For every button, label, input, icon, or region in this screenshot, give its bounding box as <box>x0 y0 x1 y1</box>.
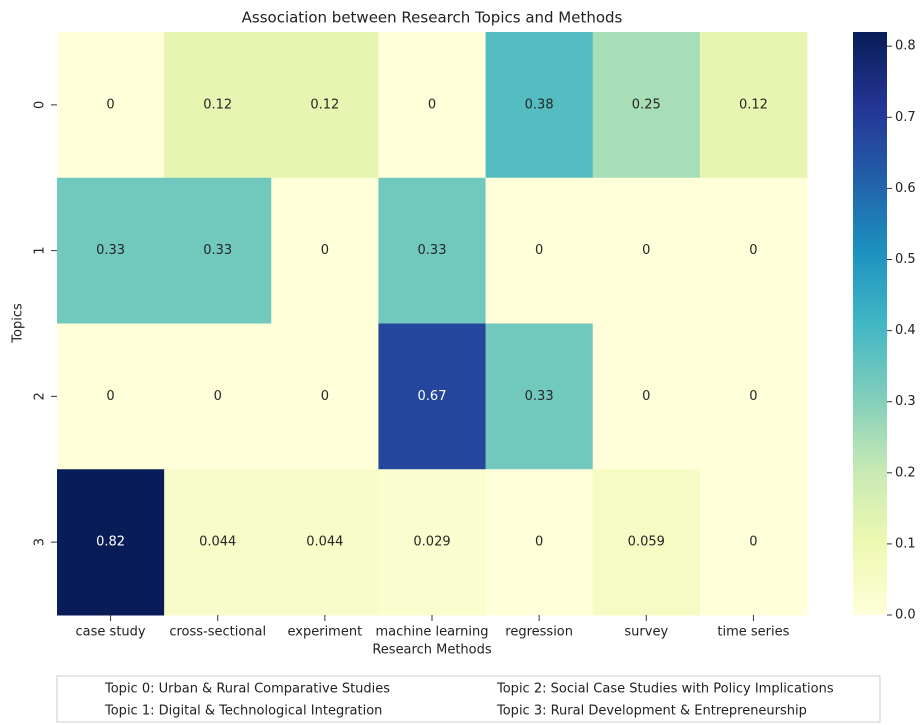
legend-box <box>56 675 881 723</box>
heatmap-cell <box>164 32 272 179</box>
cell-label: 0 <box>749 243 757 258</box>
colorbar-tick-label: 0.6 <box>895 181 916 196</box>
cell-label: 0.33 <box>525 389 554 404</box>
cell-label: 0 <box>214 389 222 404</box>
x-tick-label: time series <box>717 625 789 640</box>
cell-label: 0 <box>428 97 436 112</box>
colorbar-tick-label: 0.7 <box>895 110 916 125</box>
cell-label: 0 <box>535 535 543 550</box>
cell-label: 0.25 <box>632 97 661 112</box>
heatmap-cell <box>164 323 272 470</box>
legend-text: Topic 2: Social Case Studies with Policy… <box>496 682 834 697</box>
heatmap-cell <box>271 469 379 616</box>
heatmap-cell <box>485 32 594 179</box>
colorbar-tick-label: 0.4 <box>895 323 916 338</box>
legend-text: Topic 3: Rural Development & Entrepreneu… <box>496 704 807 719</box>
cell-label: 0.12 <box>739 97 768 112</box>
cell-label: 0 <box>321 389 329 404</box>
x-axis-label: Research Methods <box>372 643 492 658</box>
heatmap-cell <box>485 323 594 470</box>
x-tick-label: regression <box>505 625 573 640</box>
cell-label: 0.12 <box>310 97 339 112</box>
heatmap-cell <box>378 32 487 179</box>
x-tick-label: cross-sectional <box>169 625 266 640</box>
heatmap-cell <box>57 323 165 470</box>
legend-text: Topic 0: Urban & Rural Comparative Studi… <box>104 682 390 697</box>
colorbar-tick-label: 0.5 <box>895 252 916 267</box>
heatmap-cell <box>271 32 379 179</box>
heatmap-cell <box>271 177 379 324</box>
cell-label: 0.044 <box>306 535 343 550</box>
x-tick-label: machine learning <box>375 625 488 640</box>
heatmap-cell <box>592 177 701 324</box>
heatmap-cell <box>271 323 379 470</box>
heatmap-cell <box>592 323 701 470</box>
cell-label: 0.33 <box>96 243 125 258</box>
x-tick-label: case study <box>76 625 146 640</box>
heatmap-cell <box>57 177 165 324</box>
heatmap-cell <box>699 323 808 470</box>
cell-label: 0.059 <box>628 535 665 550</box>
cell-label: 0 <box>106 389 114 404</box>
heatmap-cell <box>699 32 808 179</box>
cell-label: 0 <box>749 389 757 404</box>
heatmap-cell <box>592 32 701 179</box>
x-tick-label: experiment <box>288 625 363 640</box>
heatmap-cell <box>164 469 272 616</box>
colorbar <box>853 32 887 615</box>
cell-label: 0.33 <box>418 243 447 258</box>
cell-label: 0 <box>535 243 543 258</box>
legend-text: Topic 1: Digital & Technological Integra… <box>104 704 382 719</box>
heatmap-cell <box>592 469 701 616</box>
y-tick-label: 0 <box>33 101 48 109</box>
y-tick-label: 3 <box>33 538 48 546</box>
cell-label: 0.67 <box>418 389 447 404</box>
cell-label: 0 <box>749 535 757 550</box>
y-tick-label: 2 <box>33 392 48 400</box>
heatmap-cell <box>485 177 594 324</box>
heatmap-cell <box>699 469 808 616</box>
cell-label: 0.12 <box>203 97 232 112</box>
cell-label: 0.029 <box>413 535 450 550</box>
colorbar-tick-label: 0.1 <box>895 536 916 551</box>
cell-label: 0 <box>642 243 650 258</box>
cell-label: 0.33 <box>203 243 232 258</box>
cell-label: 0 <box>106 97 114 112</box>
cell-label: 0 <box>642 389 650 404</box>
cell-label: 0.38 <box>525 97 554 112</box>
y-axis-label: Topics <box>11 303 26 344</box>
colorbar-tick-label: 0.8 <box>895 39 916 54</box>
colorbar-tick-label: 0.3 <box>895 394 916 409</box>
heatmap-cell <box>378 177 487 324</box>
cell-label: 0.82 <box>96 535 125 550</box>
heatmap-cell <box>57 469 165 616</box>
cell-label: 0 <box>321 243 329 258</box>
y-tick-label: 1 <box>33 246 48 254</box>
heatmap-cell <box>378 469 487 616</box>
chart-title: Association between Research Topics and … <box>242 9 623 27</box>
x-tick-label: survey <box>624 625 668 640</box>
cell-label: 0.044 <box>199 535 236 550</box>
colorbar-tick-label: 0.0 <box>895 608 916 623</box>
heatmap-cell <box>378 323 487 470</box>
colorbar-tick-label: 0.2 <box>895 465 916 480</box>
heatmap-cell <box>699 177 808 324</box>
heatmap-cell <box>164 177 272 324</box>
heatmap-cell <box>57 32 165 179</box>
heatmap-cell <box>485 469 594 616</box>
